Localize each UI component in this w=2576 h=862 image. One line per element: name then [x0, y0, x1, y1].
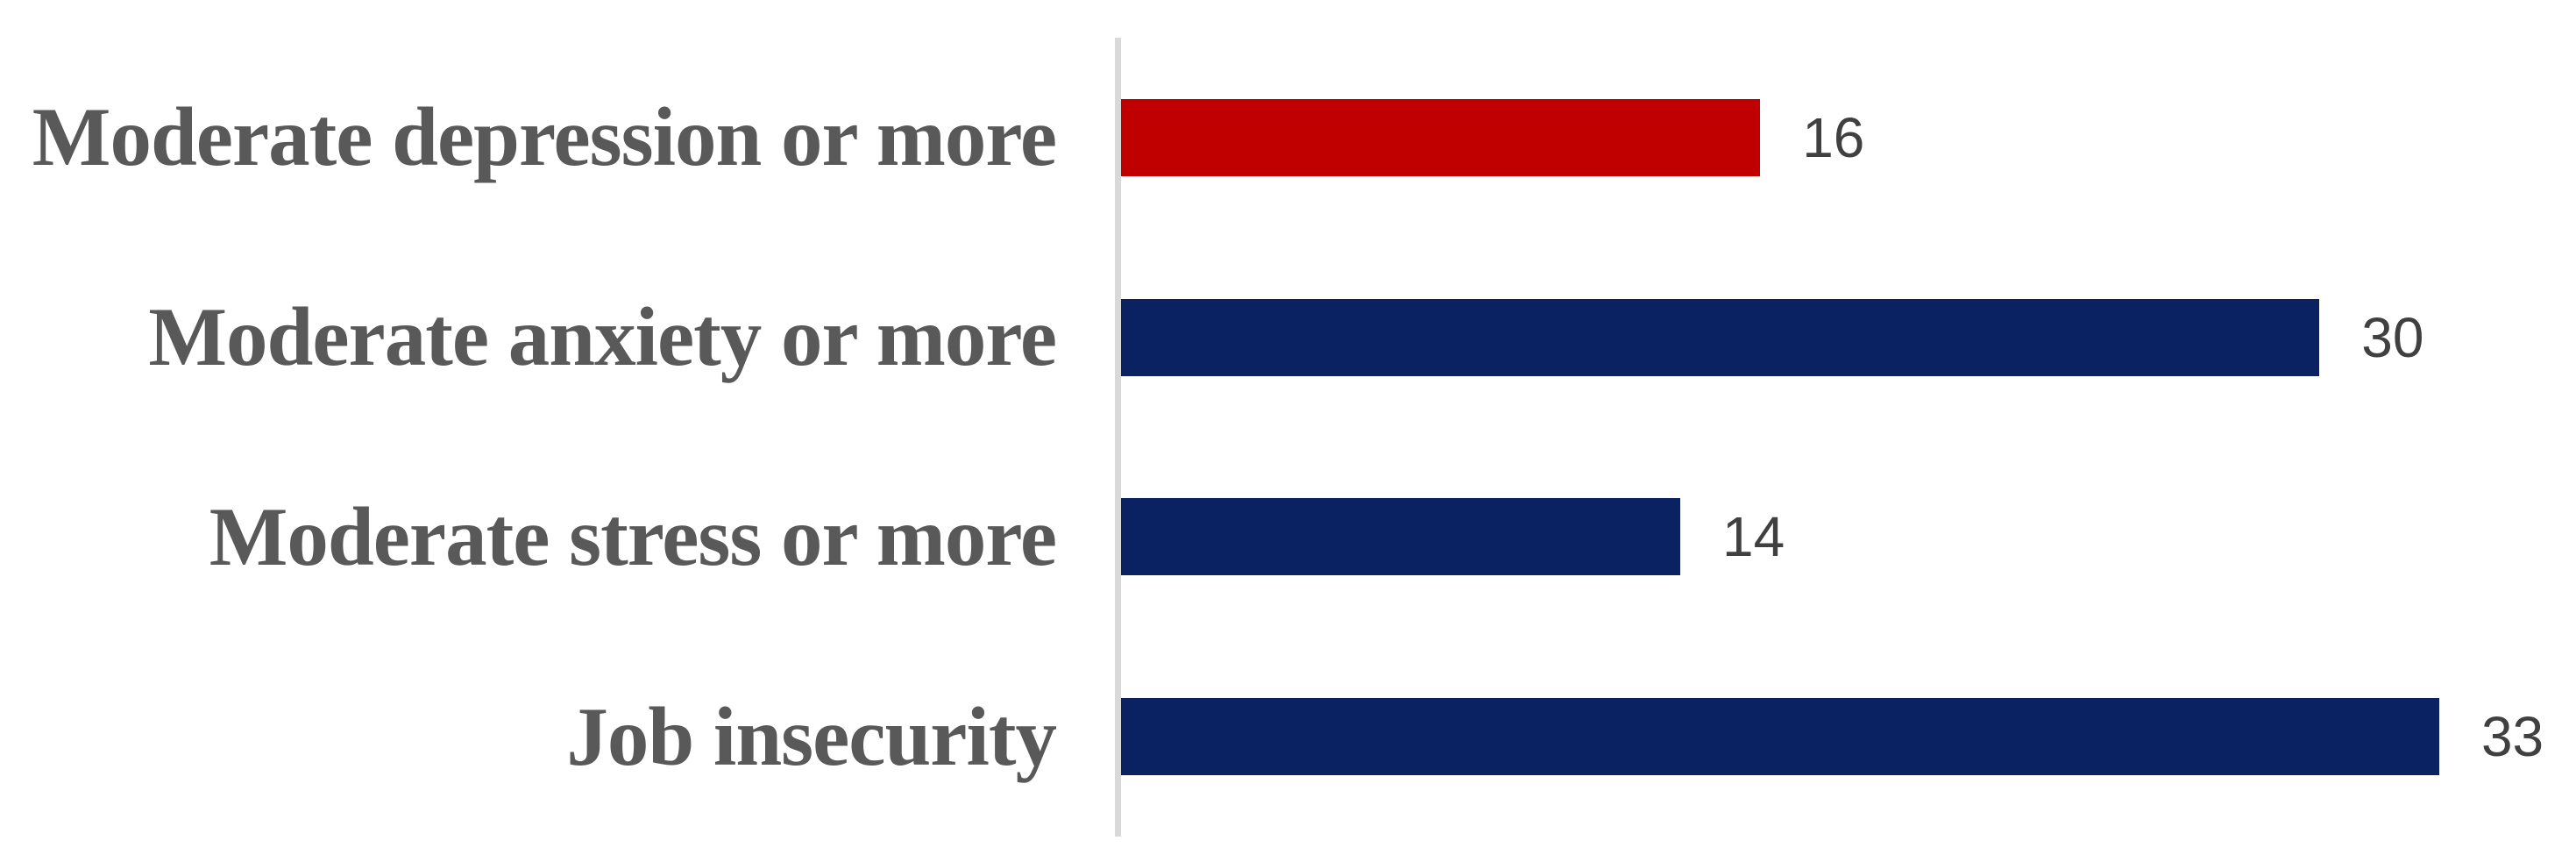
- chart-row: Moderate anxiety or more 30: [0, 238, 2576, 438]
- category-label: Job insecurity: [566, 689, 1057, 783]
- chart-row: Job insecurity 33: [0, 637, 2576, 837]
- category-label: Moderate anxiety or more: [148, 290, 1057, 384]
- bar: [1121, 98, 1761, 176]
- value-label: 30: [2361, 305, 2424, 369]
- bar: [1121, 298, 2320, 376]
- bar-cell: 30: [1121, 238, 2576, 438]
- category-label-cell: Moderate depression or more: [0, 96, 1115, 179]
- chart-row: Moderate stress or more 14: [0, 438, 2576, 638]
- category-label: Moderate depression or more: [32, 90, 1057, 184]
- category-label-cell: Job insecurity: [0, 695, 1115, 779]
- bar: [1121, 698, 2439, 776]
- category-label: Moderate stress or more: [209, 489, 1057, 583]
- category-label-cell: Moderate anxiety or more: [0, 296, 1115, 379]
- bar: [1121, 498, 1681, 576]
- vertical-axis-line: [1115, 38, 1121, 837]
- bar-cell: 16: [1121, 38, 2576, 238]
- value-label: 14: [1722, 505, 1785, 569]
- category-label-cell: Moderate stress or more: [0, 495, 1115, 579]
- bar-rows: Moderate depression or more 16 Moderate …: [0, 38, 2576, 837]
- value-label: 16: [1802, 105, 1865, 169]
- bar-cell: 33: [1121, 637, 2576, 837]
- bar-cell: 14: [1121, 438, 2576, 638]
- chart-row: Moderate depression or more 16: [0, 38, 2576, 238]
- value-label: 33: [2480, 705, 2544, 769]
